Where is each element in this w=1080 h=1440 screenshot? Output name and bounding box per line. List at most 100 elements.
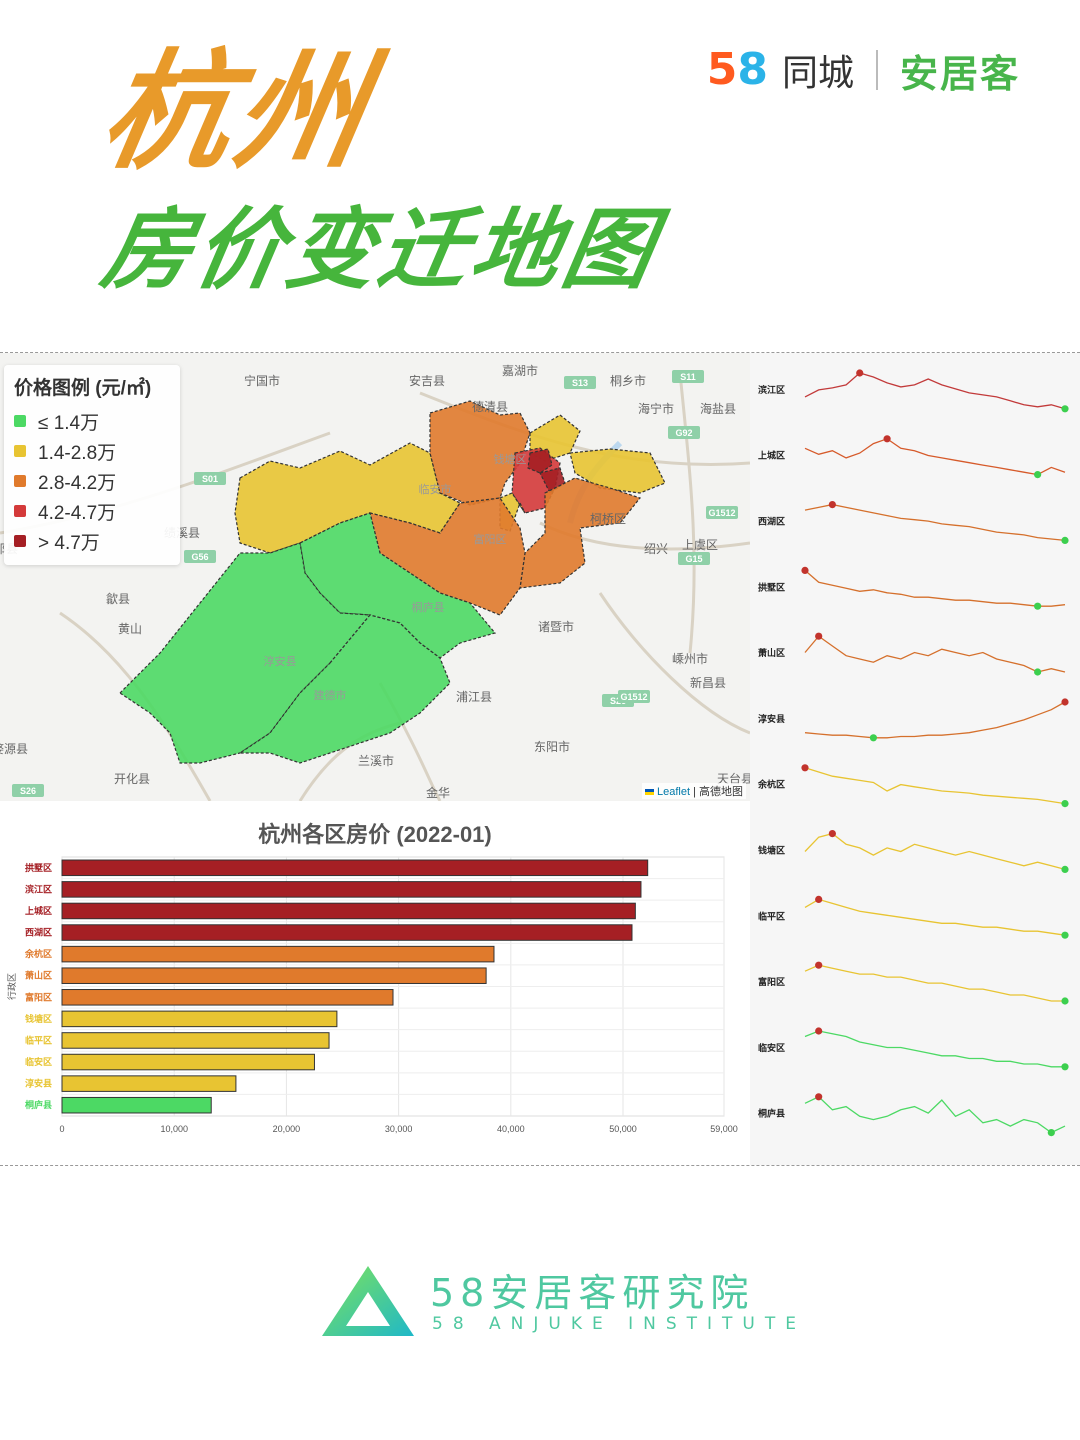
footer-brand: 58安居客研究院 58 ANJUKE INSTITUTE — [0, 1256, 1080, 1346]
sparkline — [804, 701, 1066, 739]
legend-label: ≤ 1.4万 — [38, 412, 100, 434]
bar-chart-title: 杭州各区房价 (2022-01) — [258, 822, 492, 847]
amap-link[interactable]: 高德地图 — [699, 786, 743, 798]
logo-58: 58 — [706, 44, 768, 95]
svg-text:G1512: G1512 — [620, 692, 647, 702]
svg-text:S11: S11 — [680, 372, 696, 382]
leaflet-link[interactable]: Leaflet — [656, 786, 691, 798]
district-jiande[interactable] — [238, 614, 451, 764]
sparkline-label: 萧山区 — [758, 647, 785, 659]
sparkline-min-marker — [1047, 1129, 1055, 1137]
sparkline-min-marker — [1061, 800, 1069, 808]
district-linping[interactable] — [529, 414, 581, 462]
map-district-label: 建德市 — [314, 688, 347, 702]
y-tick-label: 桐庐县 — [25, 1099, 52, 1111]
road-shield-icon: S13 — [564, 376, 596, 389]
district-xiaoshan[interactable] — [519, 477, 642, 589]
map-road — [678, 372, 696, 654]
logo-divider — [875, 50, 878, 90]
sparkline-max-marker — [815, 1027, 823, 1035]
bar[interactable] — [61, 881, 642, 898]
sparkline-min-marker — [1061, 1063, 1069, 1071]
x-tick-label: 50,000 — [609, 1124, 637, 1134]
legend-title: 价格图例 (元/㎡) — [14, 378, 152, 399]
sparkline — [804, 964, 1065, 1002]
y-tick-label: 临平区 — [25, 1034, 52, 1046]
bar[interactable] — [61, 989, 394, 1006]
bar[interactable] — [61, 945, 495, 963]
svg-text:G56: G56 — [191, 552, 208, 562]
bar[interactable] — [61, 902, 636, 920]
bar[interactable] — [61, 1053, 315, 1071]
x-tick-label: 20,000 — [273, 1124, 301, 1134]
brand-logo: 58 同城 安居客 — [707, 44, 1020, 96]
sparkline-label: 上城区 — [758, 450, 785, 462]
map-place-label: 新昌县 — [690, 675, 726, 690]
bar[interactable] — [61, 967, 487, 984]
map-place-label: 柯桥区 — [590, 512, 626, 526]
sparkline-max-marker — [815, 895, 823, 904]
legend-label: 1.4-2.8万 — [38, 442, 117, 464]
y-tick-label: 西湖区 — [25, 927, 52, 939]
legend-swatch — [14, 445, 26, 457]
price-legend: 价格图例 (元/㎡) ≤ 1.4万 1.4-2.8万 2.8-4.2万 4.2-4.7… — [4, 365, 180, 565]
sparkline-min-marker — [1061, 865, 1069, 874]
sparkline-max-marker — [856, 369, 864, 377]
legend-item: 4.2-4.7万 — [14, 496, 170, 526]
sparkline-max-marker — [815, 961, 823, 969]
bar-chart: 杭州各区房价 (2022-01) 0 10,000 20,000 30,000 40,0… — [0, 801, 750, 1165]
y-tick-label: 临安区 — [25, 1056, 52, 1068]
bar[interactable] — [61, 1075, 237, 1092]
map-place-label: 桐乡市 — [610, 373, 646, 388]
sparkline-min-marker — [1034, 471, 1042, 479]
ukraine-flag-icon — [644, 789, 654, 796]
sparkline-panel: 滨江区 上城区 西湖区 拱墅区 萧山区 淳安县 余杭区 钱塘区 临平区 富阳区 临安区 桐庐县 — [750, 353, 1080, 1165]
sparkline — [804, 1030, 1065, 1068]
map-place-label: 嵊州市 — [672, 651, 708, 666]
sparkline-label: 临安区 — [758, 1042, 785, 1054]
district-qiantang[interactable] — [569, 448, 666, 494]
map-district-label: 桐庐县 — [412, 600, 445, 614]
map-district-label: 富阳区 — [474, 532, 507, 546]
x-tick-label: 10,000 — [160, 1124, 188, 1134]
road-shield-icon: G1512 — [618, 690, 650, 703]
legend-label: 2.8-4.2万 — [38, 472, 117, 494]
bar[interactable] — [61, 1010, 338, 1028]
x-tick-label: 40,000 — [497, 1124, 525, 1134]
bar[interactable] — [61, 1032, 330, 1049]
sparkline-max-marker — [801, 566, 809, 574]
district-yuhang[interactable] — [429, 400, 531, 506]
road-shield-icon: G56 — [184, 550, 216, 563]
district-gongshu[interactable] — [527, 448, 553, 474]
bar[interactable] — [61, 859, 649, 877]
map-place-label: 安吉县 — [409, 373, 445, 388]
sparkline-label: 淳安县 — [758, 713, 785, 725]
district-fuyang[interactable] — [369, 497, 526, 616]
sparkline-min-marker — [1034, 602, 1042, 610]
sparkline-label: 富阳区 — [758, 976, 785, 988]
map-place-label: 嘉湖市 — [502, 363, 538, 378]
sparkline-min-marker — [1061, 405, 1069, 413]
road-shield-icon: S01 — [194, 472, 226, 485]
map-place-label: 浦江县 — [456, 690, 492, 704]
x-tick-label: 0 — [59, 1124, 64, 1134]
sparkline — [804, 898, 1066, 936]
sparkline-min-marker — [1034, 668, 1042, 676]
map-view[interactable]: 宁国市 安吉县 嘉湖市 桐乡市 海宁市 海盐县 德清县 绩溪县 歙县 黄山 柯桥区 绍兴 上虞区 诸暨市嵊… — [0, 353, 750, 801]
y-axis-label: 行政区 — [6, 973, 18, 1000]
map-place-label: 天台县 — [717, 771, 750, 786]
legend-swatch — [14, 475, 26, 487]
legend-swatch — [14, 415, 26, 427]
bar[interactable] — [61, 924, 633, 941]
road-shield-icon: G1512 — [706, 506, 738, 519]
sparkline-label: 拱墅区 — [758, 581, 785, 593]
page-subtitle: 房价变迁地图 — [95, 198, 666, 301]
y-tick-label: 萧山区 — [25, 970, 52, 982]
sparkline — [804, 569, 1066, 607]
sparkline-min-marker — [869, 734, 878, 742]
bar[interactable] — [61, 1096, 212, 1114]
sparkline-max-marker — [828, 501, 836, 509]
road-shield-icon: S11 — [672, 370, 704, 383]
